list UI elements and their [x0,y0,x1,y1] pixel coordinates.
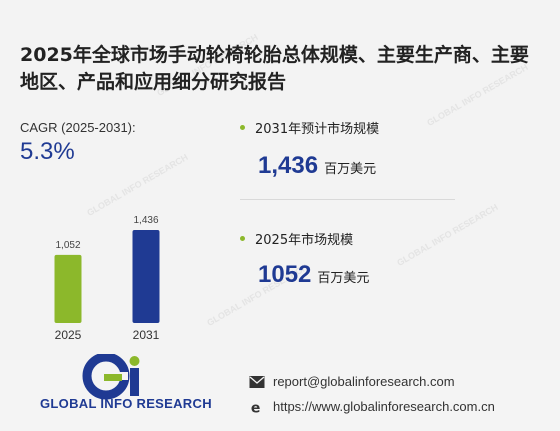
bullet-icon [240,236,245,241]
contact-email[interactable]: report@globalinforesearch.com [249,374,455,389]
bar-chart: 1,052 2025 1,436 2031 [54,215,160,342]
stat-2025: 2025年市场规模 1052 百万美元 [240,229,369,288]
report-title: 2025年全球市场手动轮椅轮胎总体规模、主要生产商、主要地区、产品和应用细分研究… [20,44,529,93]
cagr-label: CAGR (2025-2031): [20,120,136,135]
envelope-icon [249,375,265,388]
value-label-2025: 1,052 [55,240,80,251]
bullet-icon [240,125,245,130]
svg-text:e: e [251,400,261,414]
report-card [0,0,560,360]
gir-logo-icon [82,354,140,400]
stat-unit: 百万美元 [317,271,370,286]
category-label-2031: 2031 [133,328,160,342]
bar-2031 [132,230,160,323]
stat-value: 1052 百万美元 [258,261,369,289]
browser-e-icon: e [251,400,261,414]
stat-value: 1,436 百万美元 [258,152,376,180]
website-text[interactable]: https://www.globalinforesearch.com.cn [273,399,495,414]
stat-number: 1,436 [258,152,319,179]
cagr-value: 5.3% [20,138,75,165]
stat-number: 1052 [258,261,312,288]
stat-label: 2031年预计市场规模 [255,122,380,137]
stat-label: 2025年市场规模 [255,233,354,248]
divider [240,199,455,200]
contact-website[interactable]: e https://www.globalinforesearch.com.cn [249,399,495,414]
logo-text: GLOBAL INFO RESEARCH [40,396,212,411]
bar-2025 [54,254,82,323]
email-text[interactable]: report@globalinforesearch.com [273,374,455,389]
category-label-2025: 2025 [55,328,82,342]
stat-2031: 2031年预计市场规模 1,436 百万美元 [240,118,380,179]
stat-unit: 百万美元 [324,162,377,177]
value-label-2031: 1,436 [133,215,158,226]
